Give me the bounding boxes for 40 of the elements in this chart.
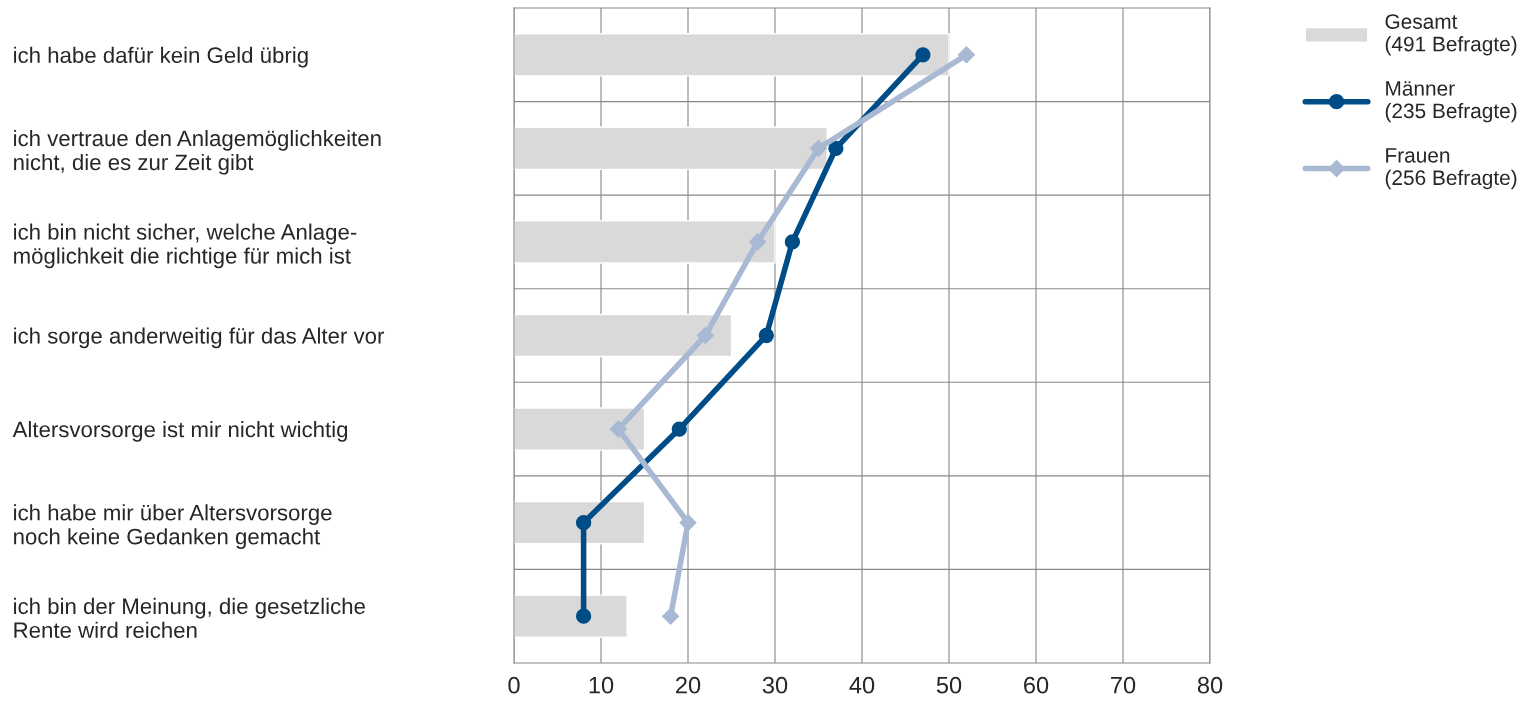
y-tick-label: ich sorge anderweitig für das Alter vor [14, 327, 385, 349]
bar [514, 313, 733, 358]
x-tick-label: 0 [508, 676, 520, 694]
point [679, 514, 697, 532]
bar [514, 33, 950, 77]
legend-label: Frauen (256 Befragte) [1385, 148, 1517, 190]
point [915, 47, 931, 63]
bar [514, 594, 628, 638]
x-tick-label: 40 [849, 676, 875, 694]
legend-label: Männer (235 Befragte) [1385, 81, 1517, 123]
point [696, 326, 714, 345]
x-tick-label: 80 [1197, 676, 1223, 694]
bar [514, 407, 646, 451]
point [784, 234, 801, 250]
y-tick-label: ich habe dafür kein Geld übrig [14, 46, 308, 68]
bar [514, 500, 646, 545]
x-tick-label: 10 [589, 676, 614, 694]
x-tick-label: 20 [676, 676, 701, 694]
y-tick-label: ich bin nicht sicher, welche Anlage- möglichkeit die richtige für mich ist [14, 223, 357, 269]
point [575, 515, 592, 531]
bar [514, 126, 828, 171]
legend-label: Gesamt (491 Befragte) [1385, 14, 1517, 56]
point [758, 327, 774, 344]
point [749, 233, 767, 251]
point [575, 608, 592, 624]
point [662, 607, 680, 625]
x-tick-label: 60 [1024, 676, 1049, 694]
x-tick-label: 50 [936, 676, 962, 694]
point [828, 140, 844, 156]
y-tick-label: Altersvorsorge ist mir nicht wichtig [12, 421, 348, 442]
bar [514, 220, 776, 264]
point [609, 420, 627, 438]
y-tick-label: ich habe mir über Altersvorsorge noch keine Gedanken gemacht [14, 504, 332, 549]
point [671, 421, 687, 437]
x-tick-label: 30 [762, 676, 788, 694]
point [809, 139, 828, 157]
x-tick-label: 70 [1111, 676, 1136, 694]
point [957, 46, 975, 64]
y-tick-label: ich vertraue den Anlagemöglichkeiten nicht, die es zur Zeit gibt [14, 129, 381, 175]
y-tick-label: ich bin der Meinung, die gesetzliche Rente wird reichen [14, 597, 365, 639]
